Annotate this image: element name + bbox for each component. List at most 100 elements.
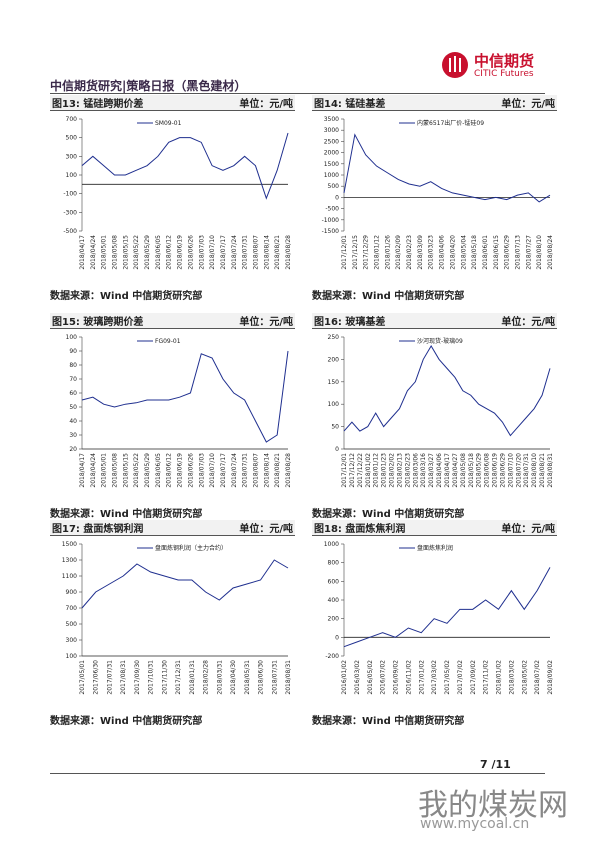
chart: 100 300 500 700 900 1100 1300 1500 2017/05/01 201… xyxy=(62,541,292,695)
legend-label: 盘面炼钢利润（主力合约） xyxy=(155,544,227,552)
x-tick-label: 2018/04/06 xyxy=(436,453,443,488)
logo-cn: 中信期货 xyxy=(474,52,535,70)
y-tick-label: 60 xyxy=(69,390,77,397)
x-tick-label: 2018/05/01 xyxy=(101,453,108,488)
chart-title: 图13: 锰硅跨期价差 xyxy=(52,99,144,110)
x-tick-label: 2018/06/12 xyxy=(166,235,173,270)
y-tick-label: 90 xyxy=(69,348,77,355)
y-tick-label: 500 xyxy=(66,135,78,142)
y-tick-label: 100 xyxy=(66,172,78,179)
series-line xyxy=(81,350,289,443)
x-tick-label: 2018/07/31 xyxy=(242,453,249,488)
watermark-cn: 我的煤炭网 xyxy=(418,788,568,823)
x-tick-label: 2018/05/15 xyxy=(122,235,129,270)
x-tick-label: 2018/01/02 xyxy=(496,660,503,695)
y-tick-label: 300 xyxy=(66,637,78,644)
x-tick-label: 2018/08/07 xyxy=(252,235,259,270)
y-tick-label: 3500 xyxy=(324,116,339,123)
y-tick-label: 50 xyxy=(331,424,339,431)
y-tick-label: 0 xyxy=(335,194,339,201)
x-tick-label: 2017/10/31 xyxy=(148,660,155,695)
x-tick-label: 2018/04/17 xyxy=(444,453,451,488)
chart-title: 图14: 锰硅基差 xyxy=(314,99,386,110)
x-tick-label: 2016/03/02 xyxy=(354,660,361,695)
x-tick-label: 2018/03/31 xyxy=(216,660,223,695)
y-tick-label: 200 xyxy=(328,616,340,623)
x-tick-label: 2018/08/31 xyxy=(547,453,554,488)
x-tick-label: 2018/05/01 xyxy=(101,235,108,270)
chart-title: 图17: 盘面炼钢利润 xyxy=(52,524,144,535)
y-tick-label: 3000 xyxy=(324,127,339,134)
x-tick-label: 2017/12/31 xyxy=(175,660,182,695)
x-tick-label: 2018/07/10 xyxy=(209,235,216,270)
y-tick-label: 200 xyxy=(328,356,340,363)
x-tick-label: 2018/07/31 xyxy=(271,660,278,695)
x-tick-label: 2018/03/02 xyxy=(508,660,515,695)
chart-header: 图14: 锰硅基差 单位：元/吨 xyxy=(312,95,557,111)
y-tick-label: 100 xyxy=(66,653,78,660)
x-tick-label: 2018/07/24 xyxy=(231,453,238,488)
x-tick-label: 2017/07/31 xyxy=(106,660,113,695)
y-tick-label: -200 xyxy=(325,653,339,660)
chart: -1500 -1000 -500 0 500 1000 1500 2000 2500 3000 35… xyxy=(322,116,554,270)
x-tick-label: 2018/05/04 xyxy=(460,235,467,270)
x-tick-label: 2018/05/29 xyxy=(144,235,151,270)
chart-title: 图16: 玻璃基差 xyxy=(314,317,386,328)
x-tick-label: 2018/04/17 xyxy=(79,235,86,270)
x-tick-label: 2018/07/17 xyxy=(220,453,227,488)
x-tick-label: 2018/08/21 xyxy=(274,453,281,488)
chart-block: 图15: 玻璃跨期价差 单位：元/吨 20 30 40 50 60 70 80 90 100 2018… xyxy=(50,313,295,520)
x-tick-label: 2017/12/29 xyxy=(363,235,370,270)
x-tick-label: 2018/09/02 xyxy=(547,660,554,695)
x-tick-label: 2018/05/22 xyxy=(133,235,140,270)
x-tick-label: 2018/04/27 xyxy=(452,453,459,488)
legend-label: 盘面炼焦利润 xyxy=(417,544,453,552)
x-tick-label: 2018/01/12 xyxy=(374,235,381,270)
y-tick-label: -500 xyxy=(63,228,77,235)
logo-icon xyxy=(442,52,468,78)
footer-rule xyxy=(50,773,545,774)
y-tick-label: 0 xyxy=(335,634,339,641)
y-tick-label: 150 xyxy=(328,379,340,386)
chart-unit: 单位：元/吨 xyxy=(239,99,293,110)
y-tick-label: -1500 xyxy=(322,228,340,235)
x-tick-label: 2018/07/31 xyxy=(242,235,249,270)
x-tick-label: 2018/05/08 xyxy=(112,235,119,270)
chart-source: 数据来源：Wind 中信期货研究部 xyxy=(50,509,203,520)
y-tick-label: 0 xyxy=(335,446,339,453)
y-tick-label: -500 xyxy=(325,206,339,213)
chart-source: 数据来源：Wind 中信期货研究部 xyxy=(312,716,465,727)
x-tick-label: 2017/03/02 xyxy=(431,660,438,695)
x-tick-label: 2018/05/15 xyxy=(122,453,129,488)
x-tick-label: 2018/07/10 xyxy=(209,453,216,488)
series-line xyxy=(343,133,551,203)
x-tick-label: 2018/05/08 xyxy=(460,453,467,488)
x-tick-label: 2018/06/30 xyxy=(258,660,265,695)
x-tick-label: 2018/06/19 xyxy=(177,235,184,270)
x-tick-label: 2018/08/31 xyxy=(285,660,292,695)
x-tick-label: 2018/08/24 xyxy=(547,235,554,270)
x-tick-label: 2017/12/15 xyxy=(352,235,359,270)
x-tick-label: 2018/07/03 xyxy=(198,235,205,270)
y-tick-label: 900 xyxy=(66,589,78,596)
chart-block: 图17: 盘面炼钢利润 单位：元/吨 100 300 500 700 900 1100 1300… xyxy=(50,520,295,727)
x-tick-label: 2018/05/18 xyxy=(468,453,475,488)
y-tick-label: 400 xyxy=(328,597,340,604)
y-tick-label: 1000 xyxy=(324,541,339,548)
chart: 20 30 40 50 60 70 80 90 100 2018/04/17 2018/04/24 2… xyxy=(66,334,292,488)
y-tick-label: 100 xyxy=(66,334,78,341)
x-tick-label: 2018/07/03 xyxy=(198,453,205,488)
y-tick-label: 700 xyxy=(66,605,78,612)
legend-label: SM09-01 xyxy=(155,120,182,127)
y-tick-label: 40 xyxy=(69,418,77,425)
series-line xyxy=(81,559,289,609)
x-tick-label: 2018/04/30 xyxy=(230,660,237,695)
x-tick-label: 2018/02/23 xyxy=(404,453,411,488)
chart: 0 50 100 150 200 250 2017/12/01 2017/12/12 2017/… xyxy=(328,334,554,488)
x-tick-label: 2018/08/21 xyxy=(274,235,281,270)
x-tick-label: 2018/06/19 xyxy=(177,453,184,488)
y-tick-label: 50 xyxy=(69,404,77,411)
x-tick-label: 2017/01/02 xyxy=(418,660,425,695)
x-tick-label: 2018/07/17 xyxy=(220,235,227,270)
